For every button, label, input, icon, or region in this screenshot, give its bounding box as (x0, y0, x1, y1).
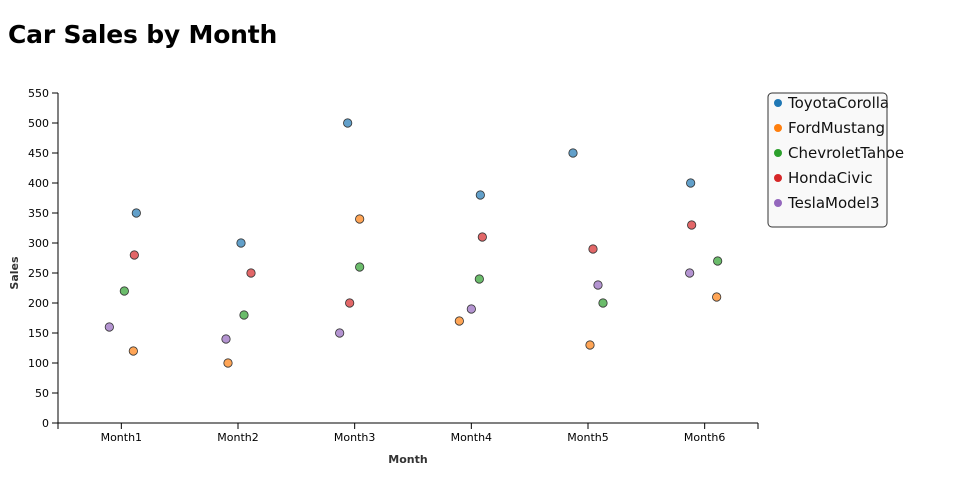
data-point-FordMustang (128, 346, 138, 356)
x-tick-label: Month4 (451, 431, 492, 444)
data-point-HondaCivic (246, 268, 256, 278)
legend-label: TeslaModel3 (787, 194, 880, 212)
legend-label: HondaCivic (788, 169, 873, 187)
data-point-ToyotaCorolla (343, 118, 353, 128)
data-point-TeslaModel3 (466, 304, 476, 314)
data-point-ToyotaCorolla (686, 178, 696, 188)
legend-label: FordMustang (788, 119, 885, 137)
legend-marker (774, 124, 782, 132)
data-point-FordMustang (223, 358, 233, 368)
x-tick-label: Month5 (567, 431, 608, 444)
data-point-FordMustang (585, 340, 595, 350)
x-axis-title: Month (388, 453, 427, 466)
data-point-TeslaModel3 (593, 280, 603, 290)
data-point-ChevroletTahoe (355, 262, 365, 272)
x-tick-label: Month1 (101, 431, 142, 444)
y-tick-label: 150 (28, 327, 49, 340)
y-tick-label: 350 (28, 207, 49, 220)
data-point-HondaCivic (477, 232, 487, 242)
data-point-ChevroletTahoe (474, 274, 484, 284)
legend-marker (774, 174, 782, 182)
y-tick-label: 50 (35, 387, 49, 400)
y-axis-title: Sales (8, 256, 21, 290)
x-tick-label: Month3 (334, 431, 375, 444)
data-point-ToyotaCorolla (131, 208, 141, 218)
y-tick-label: 200 (28, 297, 49, 310)
y-tick-label: 250 (28, 267, 49, 280)
data-point-FordMustang (712, 292, 722, 302)
y-tick-label: 400 (28, 177, 49, 190)
y-tick-label: 300 (28, 237, 49, 250)
data-point-ChevroletTahoe (119, 286, 129, 296)
legend-box (767, 92, 888, 228)
data-point-FordMustang (454, 316, 464, 326)
data-point-TeslaModel3 (221, 334, 231, 344)
data-point-TeslaModel3 (335, 328, 345, 338)
data-point-ToyotaCorolla (475, 190, 485, 200)
data-point-HondaCivic (687, 220, 697, 230)
legend-marker (774, 99, 782, 107)
data-point-ToyotaCorolla (568, 148, 578, 158)
legend-label: ChevroletTahoe (788, 144, 904, 162)
data-point-HondaCivic (588, 244, 598, 254)
y-tick-label: 100 (28, 357, 49, 370)
chart-title: Car Sales by Month (8, 20, 278, 49)
y-tick-label: 450 (28, 147, 49, 160)
data-point-HondaCivic (129, 250, 139, 260)
x-tick-label: Month6 (684, 431, 725, 444)
legend-label: ToyotaCorolla (787, 94, 889, 112)
y-tick-label: 500 (28, 117, 49, 130)
data-point-ChevroletTahoe (713, 256, 723, 266)
data-point-ChevroletTahoe (598, 298, 608, 308)
y-tick-label: 550 (28, 87, 49, 100)
data-point-HondaCivic (345, 298, 355, 308)
legend-marker (774, 199, 782, 207)
legend-marker (774, 149, 782, 157)
data-point-FordMustang (355, 214, 365, 224)
data-point-TeslaModel3 (104, 322, 114, 332)
data-point-TeslaModel3 (685, 268, 695, 278)
data-point-ToyotaCorolla (236, 238, 246, 248)
y-tick-label: 0 (42, 417, 49, 430)
x-tick-label: Month2 (217, 431, 258, 444)
data-point-ChevroletTahoe (239, 310, 249, 320)
